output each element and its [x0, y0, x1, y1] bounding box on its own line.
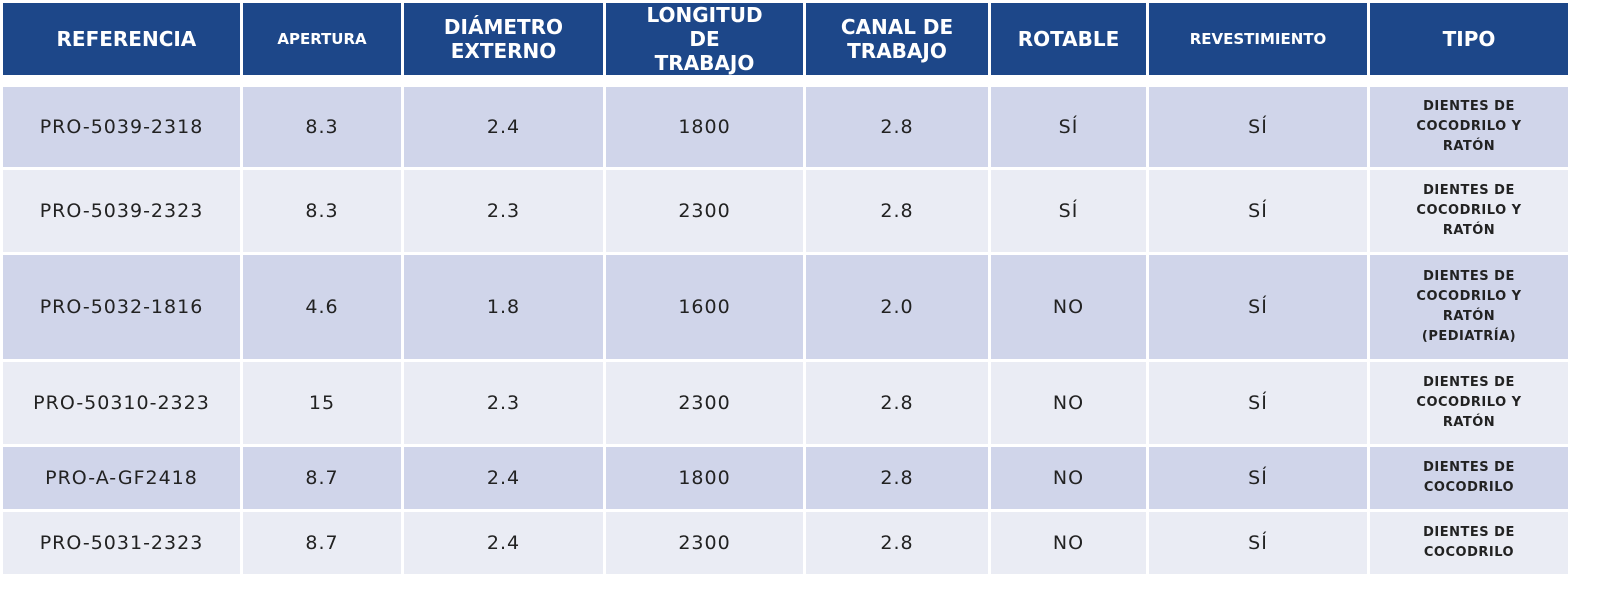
table-cell: 2.4 [404, 87, 603, 167]
header-cell: DIÁMETRO EXTERNO [404, 3, 603, 75]
table-body: PRO-5039-2318 8.3 2.4 1800 2.8 SÍ SÍ DIENTES DE… [3, 78, 1568, 574]
table-cell: DIENTES DE COCODRILO Y RATÓN [1370, 362, 1568, 444]
header-cell: APERTURA [243, 3, 401, 75]
table-cell: PRO-A-GF2418 [3, 447, 240, 509]
table-cell: DIENTES DE COCODRILO [1370, 447, 1568, 509]
table-cell: 2.0 [806, 255, 988, 359]
table-cell: NO [991, 362, 1146, 444]
table-cell: SÍ [1149, 170, 1367, 252]
table-cell: SÍ [1149, 447, 1367, 509]
table-cell: 2.3 [404, 170, 603, 252]
table-cell: PRO-5031-2323 [3, 512, 240, 574]
header-text: LONGITUD DE TRABAJO [646, 3, 763, 75]
header-cell: CANAL DE TRABAJO [806, 3, 988, 75]
table-cell: SÍ [991, 87, 1146, 167]
header-cell: REVESTIMIENTO [1149, 3, 1367, 75]
table-cell: DIENTES DE COCODRILO [1370, 512, 1568, 574]
table-cell: 2300 [606, 512, 803, 574]
table-cell: 4.6 [243, 255, 401, 359]
table-cell: 2300 [606, 170, 803, 252]
product-table: REFERENCIA APERTURA DIÁMETRO EXTERNO LONGIT… [3, 3, 1568, 574]
table-cell: 8.3 [243, 87, 401, 167]
table-cell: SÍ [1149, 255, 1367, 359]
table-cell: NO [991, 447, 1146, 509]
header-text: CANAL DE TRABAJO [840, 15, 954, 63]
cell-text: DIENTES DE COCODRILO Y RATÓN [1416, 99, 1522, 154]
table-cell: 1600 [606, 255, 803, 359]
cell-text: DIENTES DE COCODRILO [1423, 460, 1515, 495]
table-cell: NO [991, 512, 1146, 574]
cell-text: DIENTES DE COCODRILO Y RATÓN (PEDIATRÍA) [1416, 269, 1522, 344]
table-cell: SÍ [1149, 362, 1367, 444]
table-cell: 1800 [606, 87, 803, 167]
table-cell: DIENTES DE COCODRILO Y RATÓN [1370, 170, 1568, 252]
table-cell: 2.8 [806, 447, 988, 509]
header-text: TIPO [1442, 27, 1496, 51]
table-container: REFERENCIA APERTURA DIÁMETRO EXTERNO LONGIT… [3, 3, 1568, 574]
table-row: PRO-5039-2323 8.3 2.3 2300 2.8 SÍ SÍ DIENTES DE… [3, 170, 1568, 252]
header-text: REFERENCIA [56, 27, 197, 51]
table-cell: 2.3 [404, 362, 603, 444]
table-cell: 2.4 [404, 512, 603, 574]
header-text: ROTABLE [1017, 27, 1120, 51]
header-text: APERTURA [277, 30, 367, 48]
header-cell: REFERENCIA [3, 3, 240, 75]
table-cell: PRO-5032-1816 [3, 255, 240, 359]
spacer-row [3, 78, 1568, 84]
table-cell: NO [991, 255, 1146, 359]
table-row: PRO-A-GF2418 8.7 2.4 1800 2.8 NO SÍ DIENTES DE … [3, 447, 1568, 509]
table-cell: 2.8 [806, 362, 988, 444]
table-cell: 15 [243, 362, 401, 444]
table-cell: PRO-5039-2318 [3, 87, 240, 167]
table-cell: 8.7 [243, 512, 401, 574]
table-cell: 2300 [606, 362, 803, 444]
table-cell: 8.7 [243, 447, 401, 509]
header-cell: LONGITUD DE TRABAJO [606, 3, 803, 75]
table-cell: SÍ [1149, 87, 1367, 167]
header-row: REFERENCIA APERTURA DIÁMETRO EXTERNO LONGIT… [3, 3, 1568, 75]
header-cell: ROTABLE [991, 3, 1146, 75]
table-cell: 1800 [606, 447, 803, 509]
cell-text: DIENTES DE COCODRILO Y RATÓN [1416, 183, 1522, 238]
header-text: DIÁMETRO EXTERNO [443, 15, 564, 63]
spacer-cell [3, 78, 1568, 84]
table-row: PRO-50310-2323 15 2.3 2300 2.8 NO SÍ DIENTES DE… [3, 362, 1568, 444]
table-cell: PRO-50310-2323 [3, 362, 240, 444]
cell-text: DIENTES DE COCODRILO [1423, 525, 1515, 560]
table-cell: 2.8 [806, 512, 988, 574]
table-cell: DIENTES DE COCODRILO Y RATÓN [1370, 87, 1568, 167]
table-cell: 8.3 [243, 170, 401, 252]
table-cell: 2.4 [404, 447, 603, 509]
cell-text: DIENTES DE COCODRILO Y RATÓN [1416, 375, 1522, 430]
table-cell: 2.8 [806, 170, 988, 252]
table-cell: SÍ [991, 170, 1146, 252]
table-row: PRO-5032-1816 4.6 1.8 1600 2.0 NO SÍ DIENTES DE… [3, 255, 1568, 359]
table-row: PRO-5039-2318 8.3 2.4 1800 2.8 SÍ SÍ DIENTES DE… [3, 87, 1568, 167]
header-text: REVESTIMIENTO [1189, 30, 1327, 48]
table-row: PRO-5031-2323 8.7 2.4 2300 2.8 NO SÍ DIENTES DE… [3, 512, 1568, 574]
table-cell: DIENTES DE COCODRILO Y RATÓN (PEDIATRÍA) [1370, 255, 1568, 359]
table-cell: 2.8 [806, 87, 988, 167]
table-cell: 1.8 [404, 255, 603, 359]
header-cell: TIPO [1370, 3, 1568, 75]
table-cell: PRO-5039-2323 [3, 170, 240, 252]
table-cell: SÍ [1149, 512, 1367, 574]
